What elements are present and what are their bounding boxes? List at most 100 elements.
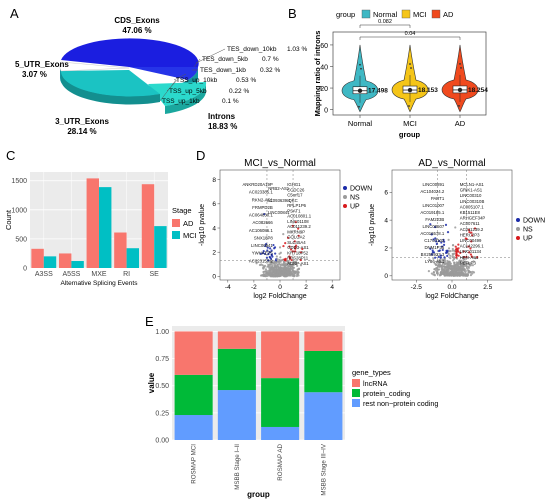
x-tick-label: -2.5: [411, 284, 423, 291]
legend-swatch: [352, 399, 360, 407]
mean-label: 18.153: [418, 87, 438, 94]
y-tick-label: 0: [384, 273, 388, 280]
bar-ad-mxe: [86, 178, 99, 268]
volcano-point: [447, 264, 450, 267]
volcano-point: [460, 263, 463, 266]
volcano-point: [431, 249, 434, 252]
volcano-point: [440, 241, 443, 244]
volcano-point: [282, 244, 285, 248]
gene-label: NRB2-AS1: [268, 186, 290, 191]
volcano-point: [297, 272, 300, 275]
volcano-point: [264, 268, 268, 271]
volcano-point: [469, 247, 472, 250]
volcano-point: [292, 263, 296, 266]
volcano-point: [449, 267, 452, 271]
y-tick-label: 0: [23, 266, 27, 273]
x-tick-label: AD: [455, 119, 466, 128]
gene-label: C5orf17: [287, 193, 303, 198]
volcano-point: [285, 267, 288, 270]
volcano-point: [276, 260, 280, 263]
volcano-point: [297, 227, 300, 230]
volcano-point: [261, 264, 264, 267]
gene-label: LINC00941: [251, 243, 273, 248]
volcano-point: [429, 247, 432, 250]
x-tick-label: Normal: [348, 119, 373, 128]
volcano-point: [443, 272, 446, 275]
pie-label-3utr: 3_UTR_Exons: [55, 117, 109, 126]
x-tick-label: 4: [330, 284, 334, 291]
volcano-point: [287, 265, 291, 268]
volcano-point: [293, 272, 296, 275]
volcano-point: [449, 249, 452, 253]
y-tick-label: 2: [212, 249, 216, 256]
volcano-point: [270, 261, 273, 264]
volcano-point: [462, 250, 465, 253]
volcano-point: [465, 237, 468, 241]
volcano-point: [458, 265, 462, 269]
y-tick-label: 4: [212, 225, 216, 232]
volcano-point: [294, 247, 297, 250]
stacked-segment: [304, 331, 343, 351]
x-tick-label: A3SS: [35, 271, 53, 278]
volcano-point: [267, 252, 270, 256]
bar-chart-splicing-events: 0 500 1000 1500 A3SS A5SS MXE RI SE Alternative S…: [4, 172, 197, 287]
volcano-point: [291, 267, 294, 270]
legend-swatch-mci: [172, 231, 180, 239]
volcano-point: [443, 240, 446, 243]
gene-label: MCLN1-AS1: [460, 182, 485, 187]
legend-swatch-ad: [172, 219, 180, 227]
volcano-point: [435, 269, 438, 272]
volcano-point: [284, 273, 287, 276]
volcano-point: [445, 273, 448, 276]
gene-label: ADNP-AS1: [287, 261, 309, 266]
volcano-point: [276, 268, 279, 271]
legend-swatch-mci: [401, 9, 411, 19]
gene-label: RPS28P11: [287, 256, 309, 261]
volcano-point: [473, 227, 477, 230]
gene-label: IGHG1: [287, 182, 301, 187]
y-axis-title: -log10 pvalue: [369, 204, 376, 246]
gene-label: NEFLP3: [460, 260, 477, 265]
gene-label: IQKC: [287, 198, 298, 203]
pie-slice-3utr: [60, 70, 161, 97]
volcano-point: [284, 242, 287, 245]
volcano-point: [458, 259, 461, 262]
outlier-point: [360, 67, 362, 70]
volcano-point: [457, 254, 460, 257]
volcano-point: [278, 272, 282, 276]
volcano-point: [442, 238, 445, 241]
legend-label: Normal: [373, 10, 398, 19]
stacked-segment: [174, 331, 213, 375]
volcano-point: [261, 252, 265, 255]
mean-point: [357, 88, 363, 93]
volcano-point: [434, 263, 438, 267]
pie-label-introns: Introns: [208, 112, 236, 121]
volcano-point: [453, 263, 457, 266]
legend-label: NS: [523, 227, 533, 234]
volcano-point: [439, 254, 443, 257]
volcano-point: [469, 273, 473, 277]
x-tick-label: 0: [278, 284, 282, 291]
volcano-point: [456, 248, 459, 251]
stacked-segment: [217, 390, 256, 440]
volcano-point: [299, 264, 303, 267]
pie-small-label: TSS_up_10kb: [176, 77, 218, 84]
stacked-segment: [174, 374, 213, 416]
volcano-point: [457, 243, 460, 246]
legend-dot-ns: [343, 195, 347, 199]
y-axis-title: -log10 pvalue: [199, 204, 206, 246]
volcano-point: [269, 265, 272, 269]
volcano-point: [437, 249, 441, 253]
volcano-point: [472, 260, 475, 263]
volcano-point: [269, 263, 272, 266]
legend-dot-ns: [516, 227, 520, 231]
y-tick-label: 0: [212, 274, 216, 281]
volcano-point: [446, 274, 450, 277]
volcano-point: [259, 252, 262, 255]
pie-small-label: TES_down_10kb: [227, 46, 277, 53]
gene-label: LINC00310B: [460, 199, 485, 204]
pie-slice-introns: [148, 82, 207, 106]
gene-label: FRMPD2B: [252, 205, 273, 210]
x-tick-label: RI: [123, 271, 130, 278]
volcano-point: [454, 226, 457, 229]
